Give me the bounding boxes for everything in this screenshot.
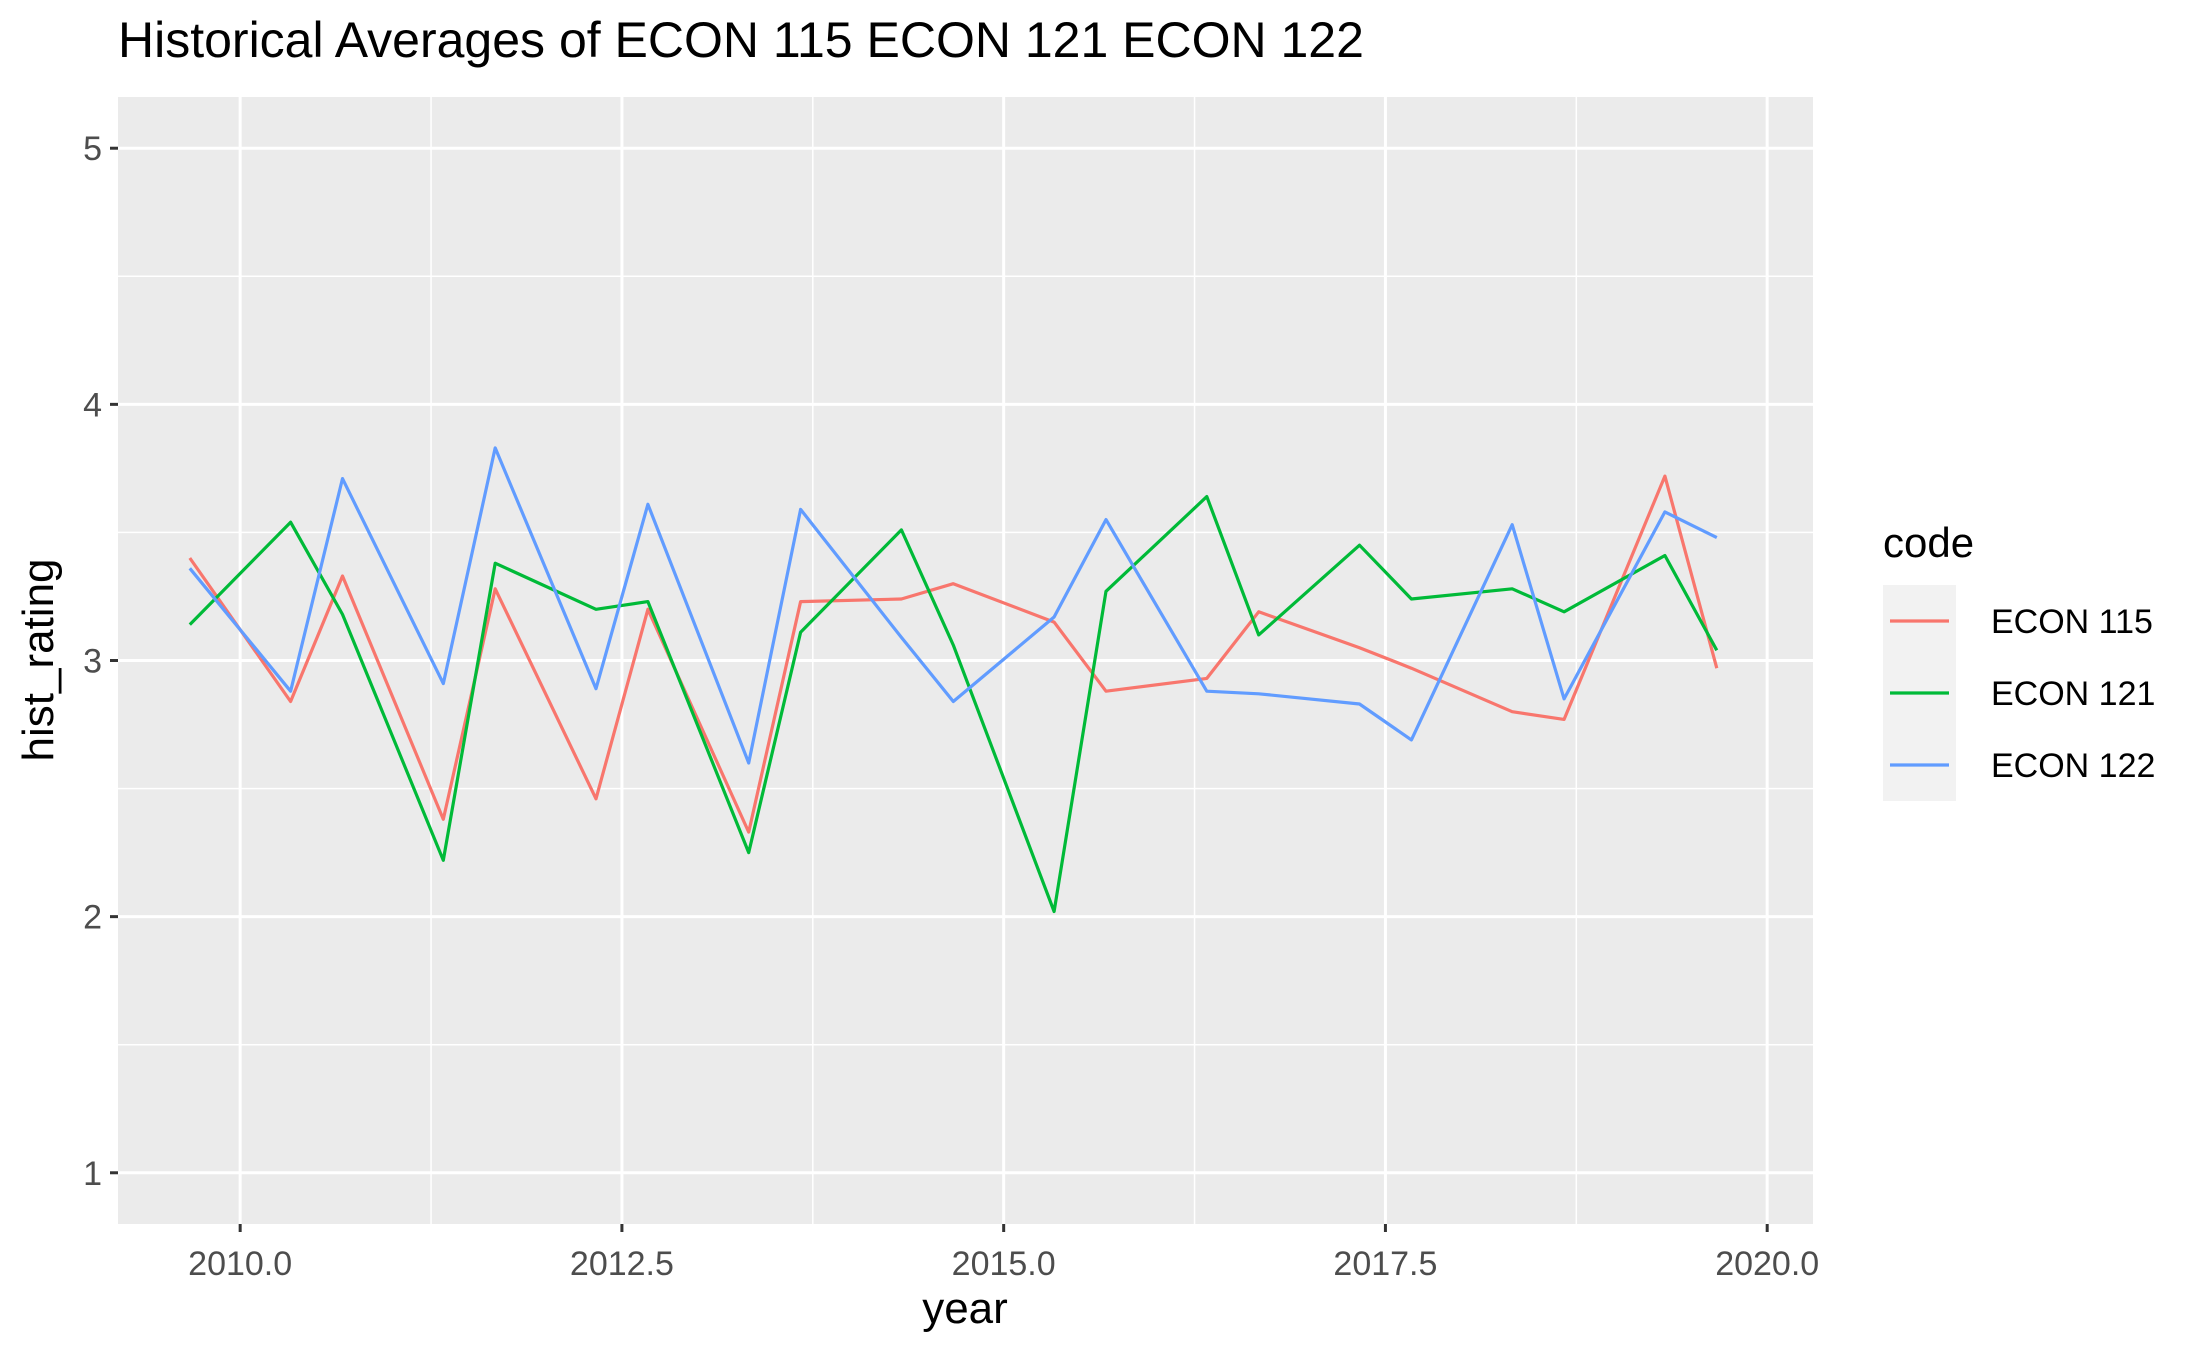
y-tick-label: 5 — [83, 130, 102, 168]
x-tick-label: 2020.0 — [1715, 1245, 1819, 1283]
y-tick-label: 3 — [83, 643, 102, 681]
x-tick-label: 2012.5 — [570, 1245, 674, 1283]
series-line-econ-121 — [188, 495, 1719, 914]
series-lines — [188, 446, 1719, 914]
y-tick-label: 2 — [83, 899, 102, 937]
x-axis-title: year — [922, 1284, 1008, 1333]
y-tick-label: 4 — [83, 386, 102, 424]
y-axis-title: hist_rating — [14, 558, 63, 761]
legend-title: code — [1883, 519, 1974, 566]
legend-label-econ-115: ECON 115 — [1991, 603, 2153, 641]
chart-title: Historical Averages of ECON 115 ECON 121… — [118, 12, 1364, 68]
x-axis: 2010.0 2012.5 2015.0 2017.5 2020.0 — [188, 1224, 1819, 1283]
x-tick-label: 2010.0 — [188, 1245, 292, 1283]
major-gridlines — [118, 97, 1813, 1224]
y-tick-label: 1 — [83, 1155, 102, 1193]
y-axis: 1 2 3 4 5 — [83, 130, 118, 1193]
x-tick-label: 2015.0 — [952, 1245, 1056, 1283]
series-line-econ-122 — [188, 446, 1718, 765]
series-line-econ-115 — [188, 474, 1719, 834]
legend: code ECON 115 ECON 121 ECON 122 — [1883, 519, 2155, 801]
legend-label-econ-122: ECON 122 — [1991, 747, 2155, 785]
x-tick-label: 2017.5 — [1333, 1245, 1437, 1283]
legend-label-econ-121: ECON 121 — [1991, 675, 2155, 713]
